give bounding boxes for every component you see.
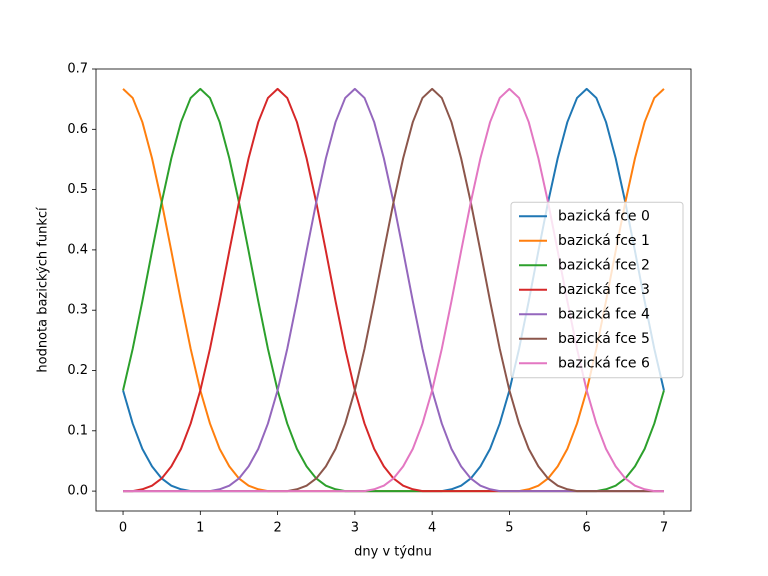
plot-frame [95,68,692,512]
y-tick-label: 0.4 [67,242,88,257]
legend-label: bazická fce 0 [558,208,650,224]
legend-label: bazická fce 5 [558,331,650,347]
x-tick-label: 2 [273,521,281,536]
y-tick-label: 0.1 [67,423,88,438]
y-tick-label: 0.6 [67,122,88,137]
legend-label: bazická fce 6 [558,355,650,371]
y-axis-label: hodnota bazických funkcí [36,207,51,373]
x-tick-label: 3 [351,521,359,536]
x-tick-label: 0 [119,521,127,536]
y-tick-label: 0.0 [67,484,88,499]
legend-label: bazická fce 1 [558,233,650,249]
x-tick-label: 7 [660,521,668,536]
x-axis-label: dny v týdnu [354,545,432,560]
x-tick-label: 1 [196,521,204,536]
legend-box [510,201,684,379]
x-tick-label: 4 [428,521,436,536]
legend-label: bazická fce 4 [558,306,650,322]
legend-label: bazická fce 2 [558,257,650,273]
legend: bazická fce 0 bazická fce 1 bazická fce 2 b… [510,201,684,379]
y-tick-label: 0.7 [67,62,88,77]
y-tick-label: 0.3 [67,303,88,318]
x-tick-label: 6 [583,521,591,536]
y-tick-label: 0.2 [67,363,88,378]
legend-label: bazická fce 3 [558,282,650,298]
x-tick-label: 5 [505,521,513,536]
y-tick-label: 0.5 [67,182,88,197]
